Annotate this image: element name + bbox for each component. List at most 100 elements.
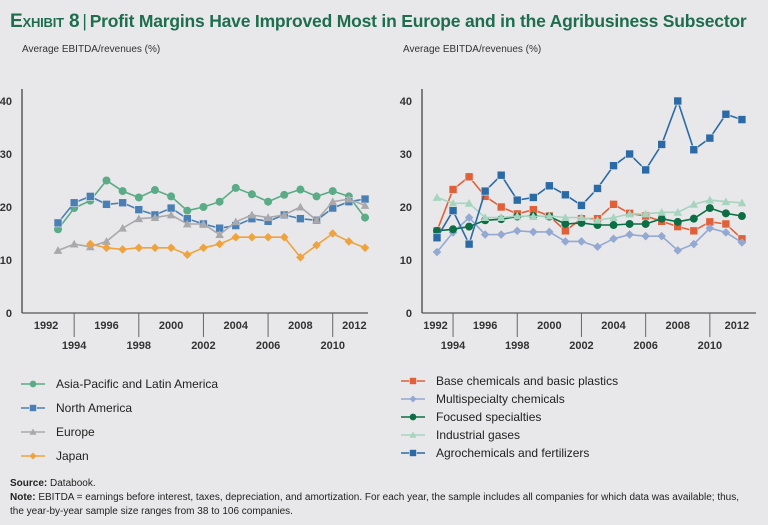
y-tick-label: 10 xyxy=(400,255,412,267)
data-point xyxy=(496,230,506,239)
data-point xyxy=(448,206,458,216)
legend-item: Industrial gases xyxy=(400,426,618,444)
data-point xyxy=(625,209,634,218)
data-point xyxy=(561,190,570,200)
data-point xyxy=(641,165,650,175)
data-point xyxy=(280,190,289,199)
data-point xyxy=(657,214,666,223)
data-point xyxy=(737,198,747,207)
x-tick-label: 2002 xyxy=(191,340,215,352)
data-point xyxy=(102,176,111,185)
title-text: Profit Margins Have Improved Most in Eur… xyxy=(89,11,747,31)
data-point xyxy=(344,237,354,246)
data-point xyxy=(215,197,224,206)
x-tick-label: 1992 xyxy=(34,320,58,332)
data-point xyxy=(279,210,289,219)
legend-label: Europe xyxy=(56,425,95,439)
x-tick-label: 2012 xyxy=(342,320,366,332)
x-tick-label: 1998 xyxy=(127,340,151,352)
legend-item: Japan xyxy=(20,444,218,468)
data-point xyxy=(641,231,650,241)
legend-item: Agrochemicals and fertilizers xyxy=(400,444,618,462)
y-tick-label: 40 xyxy=(400,96,412,108)
x-tick-label: 2004 xyxy=(224,320,249,332)
data-point xyxy=(577,201,586,210)
data-point xyxy=(86,192,95,201)
data-point xyxy=(432,193,442,201)
series-multispecialty-chemicals xyxy=(432,213,747,257)
legend-item: Base chemicals and basic plastics xyxy=(400,372,618,390)
data-point xyxy=(448,198,458,207)
data-point xyxy=(609,213,618,222)
legend-swatch-icon xyxy=(401,449,425,457)
data-point xyxy=(247,210,257,219)
legend-marker-icon xyxy=(409,413,417,421)
data-point xyxy=(625,230,634,239)
legend-marker-icon xyxy=(29,380,37,388)
data-point xyxy=(705,133,715,143)
series-japan xyxy=(86,229,370,262)
source-line: Source: Databook. xyxy=(10,478,96,489)
data-point xyxy=(657,231,666,241)
data-point xyxy=(247,190,256,199)
legend-marker-icon xyxy=(409,395,417,403)
y-tick-label: 40 xyxy=(0,96,12,108)
legend-marker-icon xyxy=(409,431,417,438)
data-point xyxy=(296,202,305,211)
data-point xyxy=(118,245,127,254)
data-point xyxy=(360,243,370,253)
exhibit-number: Exhibit 8 xyxy=(10,11,80,32)
legend-marker-icon xyxy=(29,452,37,460)
data-point xyxy=(102,237,111,245)
data-point xyxy=(118,223,127,232)
x-tick-label: 2006 xyxy=(256,340,280,352)
data-point xyxy=(609,234,618,244)
data-point xyxy=(296,185,305,194)
data-point xyxy=(183,206,192,215)
data-point xyxy=(166,243,176,253)
data-point xyxy=(496,170,506,180)
data-point xyxy=(464,198,474,207)
data-point xyxy=(529,227,538,237)
data-point xyxy=(737,212,746,220)
series-line xyxy=(57,198,366,252)
series-europe xyxy=(53,194,370,254)
data-point xyxy=(545,211,554,220)
footnote: Source: Databook. Note: EBITDA = earning… xyxy=(10,477,750,519)
exhibit-title: Exhibit 8 | Profit Margins Have Improved M… xyxy=(10,11,747,33)
data-point xyxy=(53,246,63,254)
data-point xyxy=(134,193,143,202)
data-point xyxy=(199,203,208,211)
y-tick-label: 20 xyxy=(0,202,12,214)
data-point xyxy=(609,221,618,230)
data-point xyxy=(312,192,321,201)
data-point xyxy=(593,242,602,252)
y-tick-label: 20 xyxy=(400,202,412,214)
data-point xyxy=(689,145,699,155)
data-point xyxy=(689,226,699,236)
data-point xyxy=(264,197,273,206)
legend-swatch-icon xyxy=(401,377,425,385)
data-point xyxy=(625,219,634,228)
legend-marker-icon xyxy=(409,377,417,385)
data-point xyxy=(263,232,273,242)
legend-item: North America xyxy=(20,396,218,420)
left-chart-regions: 0 10 20 30 40 1994 1998 2002 2006 2010 1992 1996 200… xyxy=(0,89,370,352)
legend-swatch-icon xyxy=(401,395,425,403)
data-point xyxy=(69,198,79,208)
x-tick-label: 1992 xyxy=(423,320,447,332)
y-tick-label: 0 xyxy=(406,308,412,320)
data-point xyxy=(545,227,554,237)
x-tick-label: 1998 xyxy=(505,340,529,352)
data-point xyxy=(721,109,731,119)
data-point xyxy=(215,239,224,249)
data-point xyxy=(279,232,289,242)
data-point xyxy=(480,213,490,222)
data-point xyxy=(512,226,522,236)
data-point xyxy=(86,239,95,249)
series-line xyxy=(90,232,366,259)
x-tick-label: 2012 xyxy=(725,320,749,332)
x-tick-label: 2010 xyxy=(698,340,722,352)
x-tick-label: 2008 xyxy=(666,320,690,332)
data-point xyxy=(360,201,370,209)
